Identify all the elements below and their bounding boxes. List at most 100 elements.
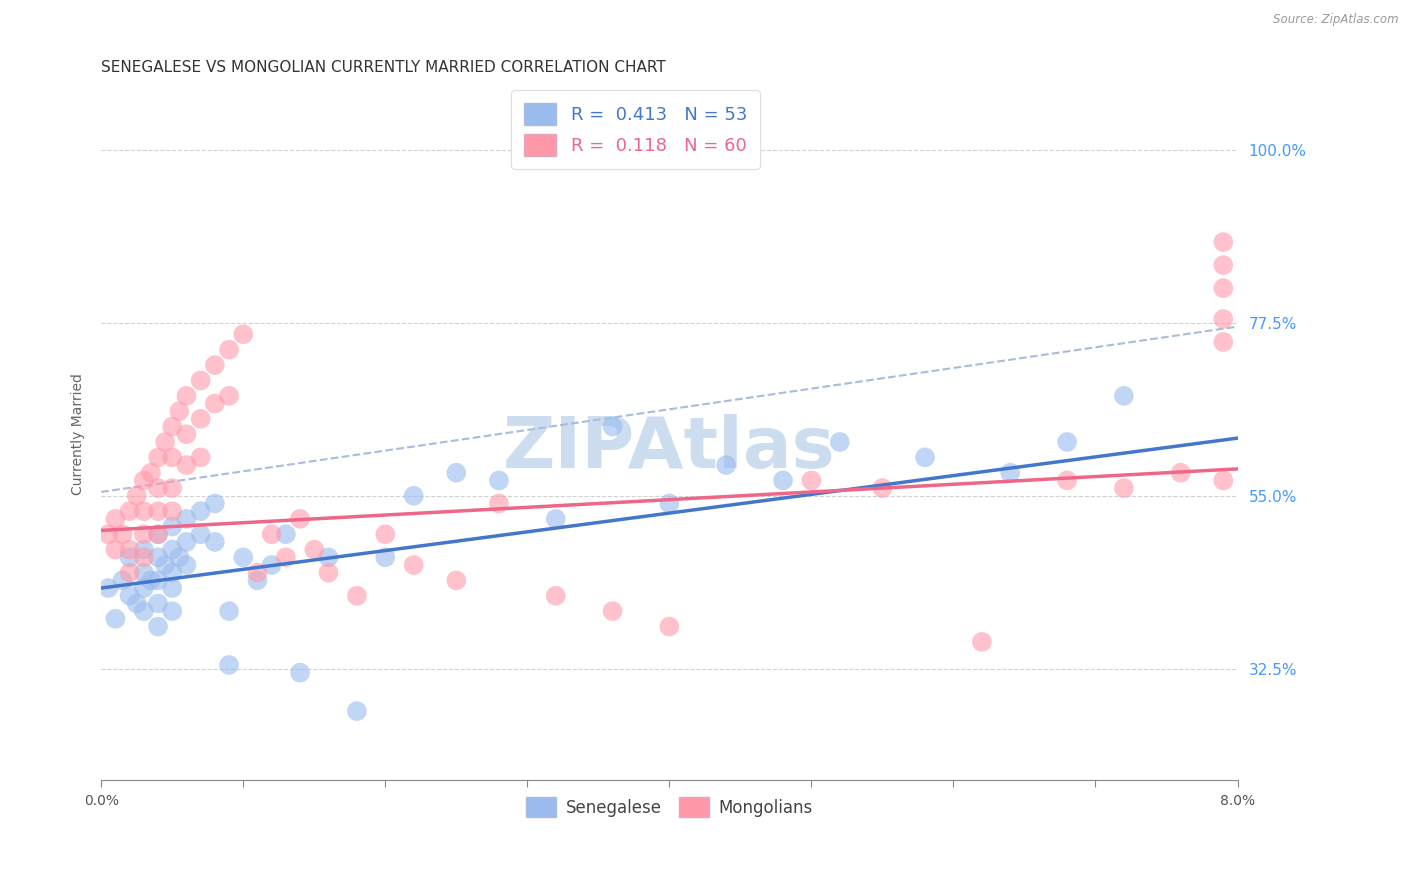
Point — [139, 574, 162, 588]
Point — [169, 404, 191, 418]
Point — [146, 527, 169, 541]
Point — [160, 481, 183, 495]
Point — [1000, 466, 1022, 480]
Point — [160, 450, 183, 465]
Text: Source: ZipAtlas.com: Source: ZipAtlas.com — [1274, 13, 1399, 27]
Point — [132, 527, 155, 541]
Point — [402, 489, 425, 503]
Point — [146, 550, 169, 565]
Point — [118, 566, 141, 580]
Point — [246, 566, 269, 580]
Point — [160, 581, 183, 595]
Point — [288, 665, 311, 680]
Point — [1056, 434, 1078, 449]
Point — [602, 604, 624, 618]
Point — [118, 550, 141, 565]
Point — [132, 504, 155, 518]
Point — [658, 619, 681, 633]
Point — [304, 542, 326, 557]
Point — [446, 574, 468, 588]
Point — [970, 635, 993, 649]
Text: ZIPAtlas: ZIPAtlas — [503, 414, 835, 483]
Point — [1170, 466, 1192, 480]
Point — [658, 496, 681, 510]
Point — [602, 419, 624, 434]
Point — [176, 427, 198, 442]
Point — [153, 434, 176, 449]
Point — [288, 512, 311, 526]
Point — [146, 481, 169, 495]
Point — [132, 566, 155, 580]
Point — [176, 458, 198, 472]
Point — [190, 504, 212, 518]
Point — [176, 535, 198, 549]
Point — [160, 542, 183, 557]
Point — [828, 434, 851, 449]
Text: SENEGALESE VS MONGOLIAN CURRENTLY MARRIED CORRELATION CHART: SENEGALESE VS MONGOLIAN CURRENTLY MARRIE… — [101, 60, 666, 75]
Point — [346, 589, 368, 603]
Point — [1112, 481, 1135, 495]
Point — [146, 450, 169, 465]
Point — [139, 466, 162, 480]
Point — [160, 419, 183, 434]
Point — [146, 574, 169, 588]
Legend: Senegalese, Mongolians: Senegalese, Mongolians — [519, 790, 820, 824]
Point — [260, 527, 283, 541]
Point — [204, 535, 226, 549]
Point — [190, 527, 212, 541]
Point — [190, 374, 212, 388]
Point — [1212, 312, 1234, 326]
Point — [1212, 474, 1234, 488]
Point — [872, 481, 894, 495]
Point — [402, 558, 425, 572]
Point — [1056, 474, 1078, 488]
Point — [260, 558, 283, 572]
Point — [160, 504, 183, 518]
Point — [318, 566, 340, 580]
Point — [146, 504, 169, 518]
Point — [104, 542, 127, 557]
Point — [218, 343, 240, 357]
Point — [204, 396, 226, 410]
Point — [146, 619, 169, 633]
Point — [160, 604, 183, 618]
Point — [111, 574, 134, 588]
Point — [1212, 281, 1234, 295]
Point — [132, 474, 155, 488]
Point — [318, 550, 340, 565]
Point — [772, 474, 794, 488]
Point — [104, 512, 127, 526]
Point — [118, 542, 141, 557]
Point — [218, 389, 240, 403]
Point — [176, 512, 198, 526]
Point — [274, 550, 297, 565]
Point — [204, 358, 226, 372]
Point — [1212, 258, 1234, 272]
Point — [97, 581, 120, 595]
Point — [914, 450, 936, 465]
Point — [146, 527, 169, 541]
Point — [218, 657, 240, 672]
Point — [246, 574, 269, 588]
Point — [232, 550, 254, 565]
Point — [800, 474, 823, 488]
Point — [125, 597, 148, 611]
Point — [488, 474, 510, 488]
Point — [104, 612, 127, 626]
Point — [218, 604, 240, 618]
Point — [125, 489, 148, 503]
Point — [374, 527, 396, 541]
Point — [1112, 389, 1135, 403]
Point — [111, 527, 134, 541]
Y-axis label: Currently Married: Currently Married — [72, 374, 86, 495]
Point — [176, 389, 198, 403]
Point — [374, 550, 396, 565]
Point — [232, 327, 254, 342]
Point — [176, 558, 198, 572]
Point — [153, 558, 176, 572]
Point — [1212, 235, 1234, 249]
Point — [190, 450, 212, 465]
Point — [146, 597, 169, 611]
Point — [118, 589, 141, 603]
Point — [132, 550, 155, 565]
